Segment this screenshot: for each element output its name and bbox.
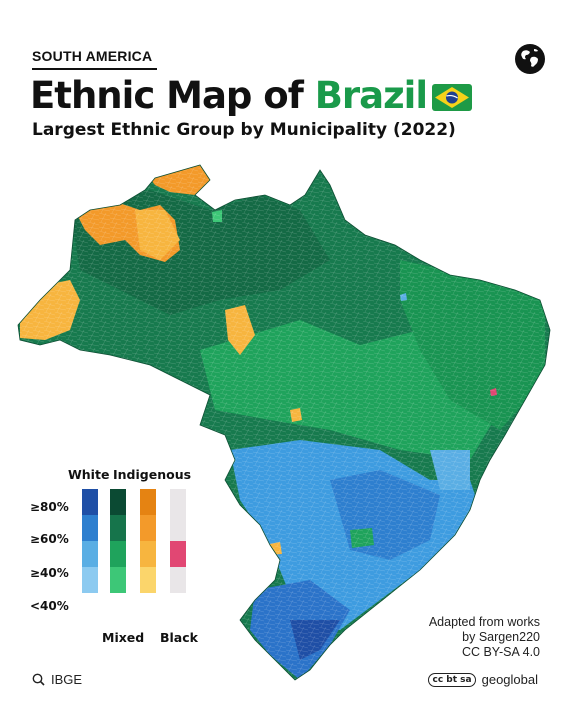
brazil-flag-icon <box>432 84 472 111</box>
title-highlight: Brazil <box>314 74 428 117</box>
source: IBGE <box>32 672 82 687</box>
legend-header-white: White <box>68 467 110 482</box>
creative-commons-icon: cc bt sa <box>428 672 476 687</box>
legend-swatch-white <box>82 515 98 541</box>
legend-swatch-black <box>170 567 186 593</box>
legend-swatch-white <box>82 567 98 593</box>
legend-swatch-mixed <box>110 541 126 567</box>
page-title: Ethnic Map of Brazil <box>30 74 428 117</box>
legend-swatch-white <box>82 541 98 567</box>
legend-swatch-indigenous <box>140 541 156 567</box>
legend-swatch-indigenous <box>140 515 156 541</box>
map-regions <box>18 165 550 680</box>
source-label: IBGE <box>51 672 83 687</box>
country-outline <box>17 164 551 681</box>
legend-header-black: Black <box>160 630 198 645</box>
attribution-line: Adapted from works <box>428 615 540 629</box>
brand: cc bt sa geoglobal <box>428 672 538 687</box>
legend-row-label: ≥80% <box>30 500 69 514</box>
legend-swatches-mixed <box>110 489 126 593</box>
legend-swatch-mixed <box>110 515 126 541</box>
legend-swatch-black <box>170 515 186 541</box>
legend-swatch-black <box>170 541 186 567</box>
kicker: SOUTH AMERICA <box>32 48 153 64</box>
legend-row-label: ≥60% <box>30 532 69 546</box>
attribution: Adapted from works by Sargen220 CC BY-SA… <box>429 615 540 660</box>
legend-swatches-black <box>170 489 186 593</box>
legend-swatch-indigenous <box>140 567 156 593</box>
globe-icon <box>515 44 545 74</box>
attribution-line: CC BY-SA 4.0 <box>461 645 540 659</box>
legend-swatch-mixed <box>110 489 126 515</box>
kicker-underline <box>32 68 157 70</box>
legend-header-mixed: Mixed <box>102 630 145 645</box>
legend-row-label: <40% <box>30 599 69 613</box>
legend-swatches-indigenous <box>140 489 156 593</box>
title-prefix: Ethnic Map of <box>30 74 315 117</box>
search-icon <box>32 673 45 686</box>
brazil-map <box>17 164 551 681</box>
attribution-line: by Sargen220 <box>462 630 540 644</box>
legend-swatch-black <box>170 489 186 515</box>
legend-swatch-white <box>82 489 98 515</box>
legend-row-label: ≥40% <box>30 566 69 580</box>
subtitle: Largest Ethnic Group by Municipality (20… <box>32 120 456 140</box>
legend-header-indigenous: Indigenous <box>113 467 192 482</box>
brand-name: geoglobal <box>481 672 538 687</box>
legend-swatch-indigenous <box>140 489 156 515</box>
legend-swatches-white <box>82 489 98 593</box>
legend-swatch-mixed <box>110 567 126 593</box>
